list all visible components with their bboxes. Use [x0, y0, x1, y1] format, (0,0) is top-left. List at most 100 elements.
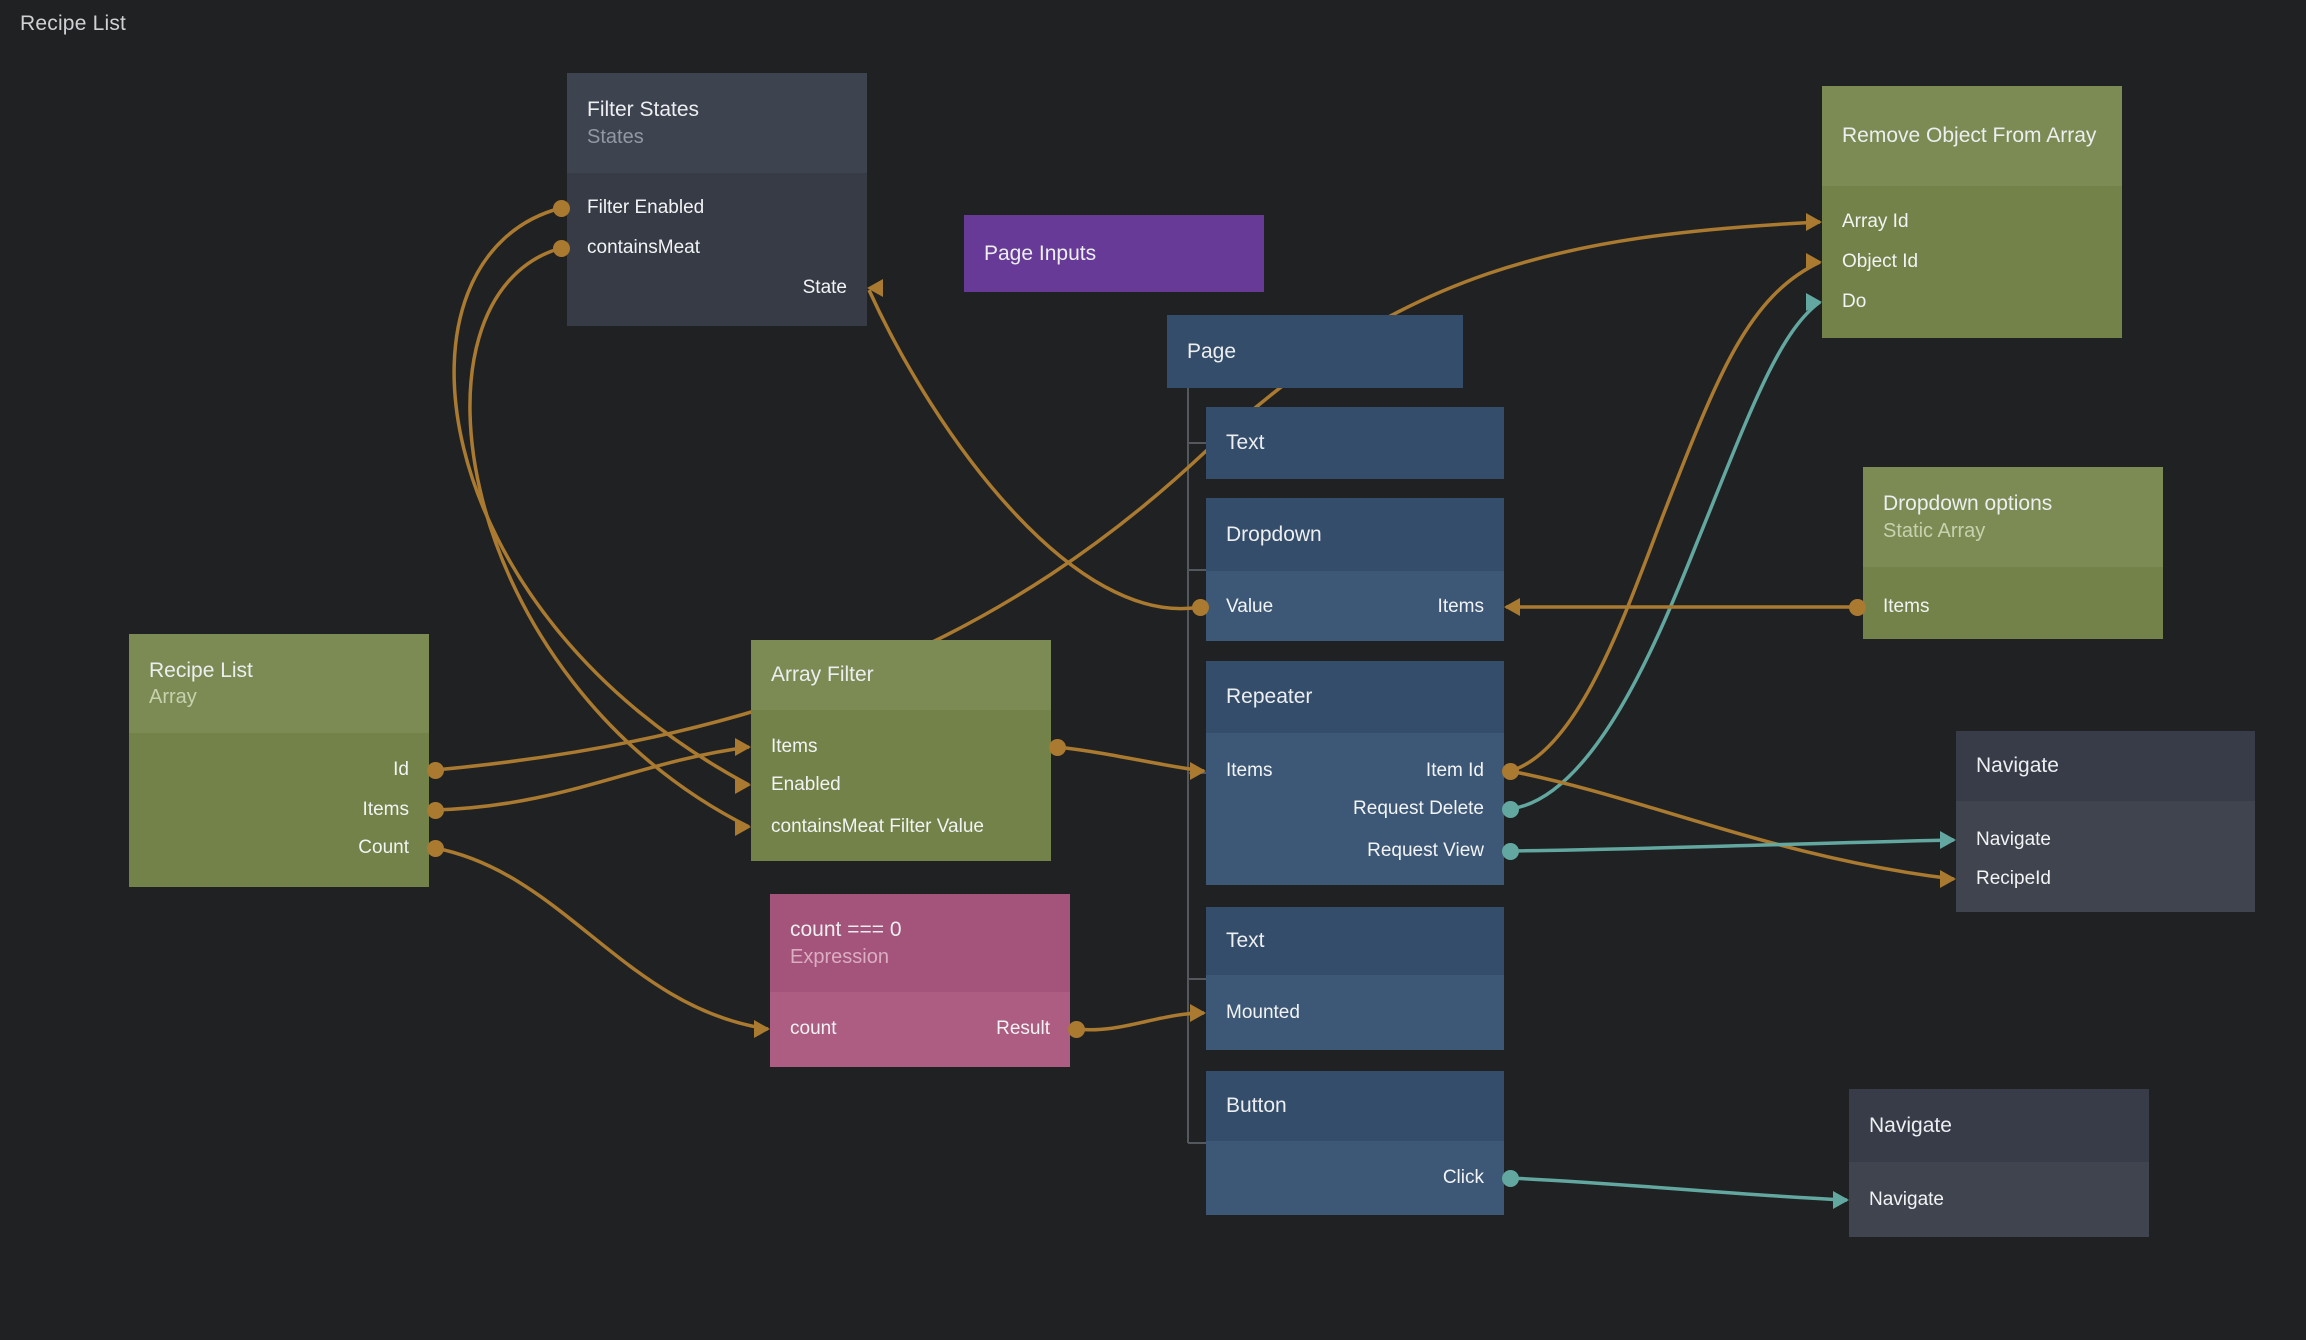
node-navigate-view[interactable]: Navigate Navigate RecipeId: [1940, 731, 2255, 912]
port-containsmeat-filter-value[interactable]: containsMeat Filter Value: [771, 816, 984, 837]
node-count-expression[interactable]: count === 0 Expression count Result: [754, 894, 1085, 1067]
port-mounted[interactable]: Mounted: [1226, 1002, 1300, 1023]
port-request-view[interactable]: Request View: [1367, 840, 1484, 861]
port-items-connector-arrow[interactable]: [735, 738, 751, 756]
port-recipeid-connector-arrow[interactable]: [1940, 870, 1956, 888]
node-recipe-list[interactable]: Recipe List Array Id Items Count: [129, 634, 444, 887]
port-result-connector-dot[interactable]: [1067, 1020, 1085, 1038]
port-items-connector-arrow[interactable]: [1190, 762, 1206, 780]
port-count[interactable]: Count: [358, 837, 409, 858]
node-array-filter[interactable]: Array Filter Items Enabled containsMeat Fil…: [735, 640, 1066, 861]
node-title: Dropdown: [1226, 522, 1322, 546]
node-title: Text: [1226, 431, 1265, 455]
wire-click-to-navigate[interactable]: [1509, 1176, 1848, 1202]
wire-recipe-count-to-expression-count[interactable]: [434, 846, 769, 1031]
node-dropdown-options[interactable]: Dropdown options Static Array Items: [1848, 467, 2163, 639]
node-title: Repeater: [1226, 685, 1313, 709]
port-recipeid[interactable]: RecipeId: [1976, 868, 2051, 889]
port-items[interactable]: Items: [1226, 760, 1273, 781]
node-title: Page Inputs: [984, 241, 1097, 265]
node-title: Text: [1226, 929, 1265, 953]
port-object-id-connector-arrow[interactable]: [1806, 253, 1822, 271]
wire-request-delete-to-do[interactable]: [1509, 300, 1822, 811]
port-array-id-connector-arrow[interactable]: [1806, 213, 1822, 231]
wire-item-id-to-object-id[interactable]: [1509, 260, 1821, 773]
port-items[interactable]: Items: [362, 799, 409, 820]
port-containsmeat-connector-dot[interactable]: [552, 239, 570, 257]
port-navigate-connector-arrow[interactable]: [1833, 1191, 1849, 1209]
page-title: Recipe List: [20, 12, 127, 35]
wire-request-view-to-navigate[interactable]: [1509, 838, 1955, 853]
wire-filter-out-to-repeater-items[interactable]: [1056, 745, 1205, 773]
node-title: Page: [1187, 339, 1237, 363]
port-value[interactable]: Value: [1226, 596, 1274, 617]
node-dropdown[interactable]: Dropdown Value Items: [1191, 498, 1520, 641]
port-count-connector-dot[interactable]: [426, 839, 444, 857]
port-containsmeat-filter-value-connector-arrow[interactable]: [735, 818, 751, 836]
port-item-id-connector-dot[interactable]: [1501, 762, 1519, 780]
port-click[interactable]: Click: [1442, 1167, 1484, 1188]
node-title: Navigate: [1976, 754, 2059, 778]
port-items[interactable]: Items: [1883, 596, 1930, 617]
port-navigate[interactable]: Navigate: [1976, 829, 2051, 850]
port-do[interactable]: Do: [1842, 291, 1867, 312]
node-subtitle: Expression: [790, 945, 889, 968]
port-state-connector-arrow[interactable]: [867, 279, 883, 297]
port-count-connector-arrow[interactable]: [754, 1020, 770, 1038]
node-text-2[interactable]: Text Mounted: [1190, 907, 1504, 1050]
port-array-id[interactable]: Array Id: [1842, 211, 1909, 232]
port-containsmeat[interactable]: containsMeat: [587, 237, 701, 258]
wire-item-id-to-recipeid[interactable]: [1509, 769, 1955, 881]
port-click-connector-dot[interactable]: [1501, 1169, 1519, 1187]
port-request-view-connector-dot[interactable]: [1501, 842, 1519, 860]
node-page-inputs[interactable]: Page Inputs: [964, 215, 1264, 292]
port-value-connector-dot[interactable]: [1191, 598, 1209, 616]
wire-result-to-mounted[interactable]: [1075, 1011, 1205, 1032]
node-title: Array Filter: [771, 663, 874, 687]
node-subtitle: States: [587, 125, 644, 148]
port-mounted-connector-arrow[interactable]: [1190, 1004, 1206, 1022]
port-id[interactable]: Id: [393, 759, 409, 780]
port-id-connector-dot[interactable]: [426, 761, 444, 779]
node-navigate-back[interactable]: Navigate Navigate: [1833, 1089, 2149, 1237]
port-items-connector-arrow[interactable]: [1504, 598, 1520, 616]
node-title: Navigate: [1869, 1113, 1952, 1137]
node-title: Filter States: [587, 98, 700, 122]
port-items-connector-dot[interactable]: [426, 801, 444, 819]
port-count[interactable]: count: [790, 1018, 837, 1039]
node-subtitle: Array: [149, 686, 197, 709]
node-remove-object-from-array[interactable]: Remove Object From Array Array Id Object I…: [1806, 86, 2122, 338]
node-filter-states[interactable]: Filter States States Filter Enabled contain…: [552, 73, 883, 326]
port-item-id[interactable]: Item Id: [1425, 760, 1484, 781]
port-request-delete[interactable]: Request Delete: [1353, 798, 1484, 819]
node-page[interactable]: Page: [1167, 315, 1463, 388]
port-request-delete-connector-dot[interactable]: [1501, 800, 1519, 818]
port-output-connector-dot[interactable]: [1048, 738, 1066, 756]
port-enabled-connector-arrow[interactable]: [735, 776, 751, 794]
port-state[interactable]: State: [802, 277, 847, 298]
port-filter-enabled[interactable]: Filter Enabled: [587, 197, 705, 218]
port-do-connector-arrow[interactable]: [1806, 293, 1822, 311]
node-title: Dropdown options: [1883, 492, 2053, 516]
wire-recipe-id-to-array-id[interactable]: [434, 220, 1821, 772]
node-text-1[interactable]: Text: [1206, 407, 1504, 479]
port-items[interactable]: Items: [771, 736, 818, 757]
port-navigate-connector-arrow[interactable]: [1940, 831, 1956, 849]
wire-filter-enabled-to-enabled[interactable]: [452, 206, 750, 787]
port-result[interactable]: Result: [996, 1018, 1050, 1039]
node-title: Button: [1226, 1094, 1287, 1118]
node-button[interactable]: Button Click: [1206, 1071, 1519, 1215]
node-repeater[interactable]: Repeater Items Item Id Request Delete Reques…: [1190, 661, 1519, 885]
port-items[interactable]: Items: [1437, 596, 1484, 617]
port-items-connector-dot[interactable]: [1848, 598, 1866, 616]
port-enabled[interactable]: Enabled: [771, 774, 841, 795]
port-filter-enabled-connector-dot[interactable]: [552, 199, 570, 217]
port-navigate[interactable]: Navigate: [1869, 1189, 1944, 1210]
wire-recipe-items-to-filter-items[interactable]: [434, 745, 750, 812]
wire-dropdown-value-to-state[interactable]: [867, 289, 1201, 611]
port-object-id[interactable]: Object Id: [1842, 251, 1919, 272]
wire-containsmeat-to-filter-value[interactable]: [468, 246, 750, 829]
node-title: Recipe List: [149, 658, 253, 682]
